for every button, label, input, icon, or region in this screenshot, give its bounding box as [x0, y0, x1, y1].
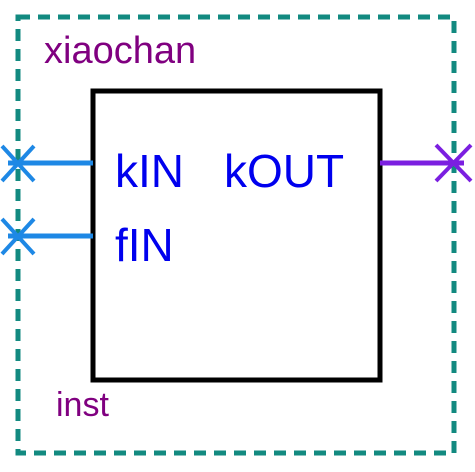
instance-name-label: xiaochan — [44, 30, 197, 72]
port-label-kout: kOUT — [224, 145, 345, 197]
input-port-fin-wire[interactable] — [0, 217, 93, 256]
pin-x-icon — [0, 217, 36, 256]
instance-label: inst — [56, 386, 109, 424]
output-port-kout-wire[interactable] — [380, 143, 473, 183]
pin-x-icon — [434, 143, 473, 183]
input-port-kin-wire[interactable] — [0, 144, 93, 183]
port-label-fin: fIN — [115, 219, 174, 271]
pin-x-icon — [0, 144, 36, 183]
port-label-kin: kIN — [115, 145, 184, 197]
component-body[interactable] — [90, 88, 383, 383]
